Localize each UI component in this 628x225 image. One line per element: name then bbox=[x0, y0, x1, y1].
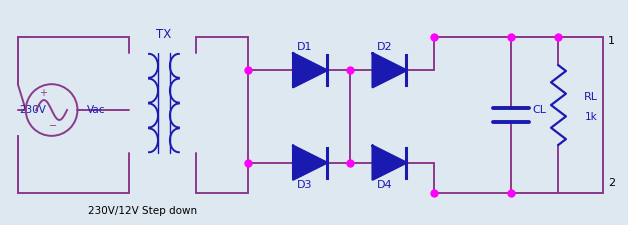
Text: D3: D3 bbox=[297, 180, 313, 189]
Text: 1k: 1k bbox=[584, 112, 597, 122]
Polygon shape bbox=[372, 53, 406, 87]
Text: 230V: 230V bbox=[19, 105, 46, 115]
Polygon shape bbox=[293, 146, 327, 180]
Polygon shape bbox=[293, 53, 327, 87]
Text: −: − bbox=[48, 121, 57, 131]
Text: D2: D2 bbox=[377, 42, 392, 52]
Text: D4: D4 bbox=[377, 180, 392, 189]
Text: Vac: Vac bbox=[87, 105, 106, 115]
Text: D1: D1 bbox=[297, 42, 313, 52]
Text: +: + bbox=[39, 88, 46, 98]
Text: 2: 2 bbox=[608, 178, 615, 188]
Text: TX: TX bbox=[156, 28, 171, 41]
Text: RL: RL bbox=[584, 92, 598, 102]
Text: 1: 1 bbox=[608, 36, 615, 46]
Text: CL: CL bbox=[533, 105, 546, 115]
Text: 230V/12V Step down: 230V/12V Step down bbox=[89, 206, 198, 216]
Polygon shape bbox=[372, 146, 406, 180]
